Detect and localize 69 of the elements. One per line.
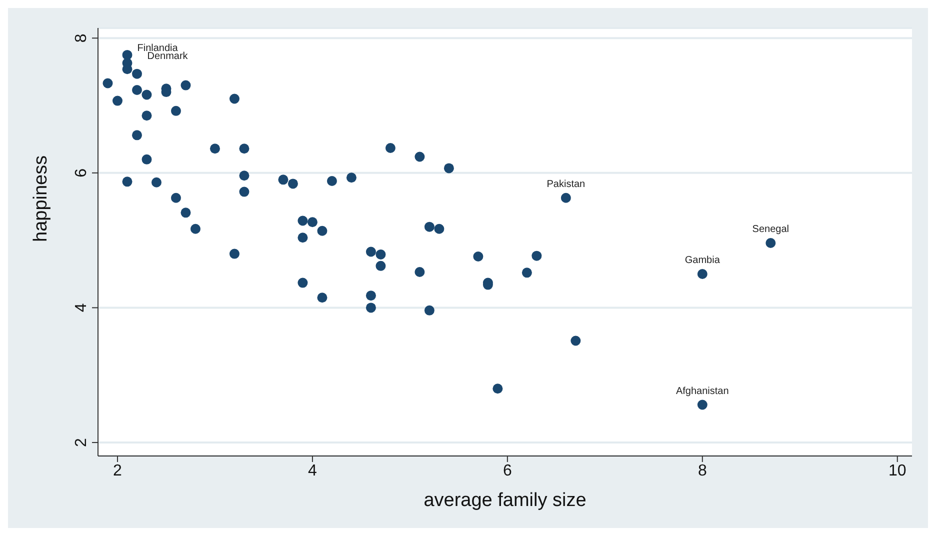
point <box>239 186 250 197</box>
point <box>366 290 376 301</box>
point <box>522 268 532 278</box>
point <box>278 174 288 185</box>
point <box>190 224 200 234</box>
point <box>434 224 444 234</box>
point <box>317 292 328 303</box>
point <box>376 249 386 260</box>
x-tick-label: 8 <box>698 462 707 480</box>
point <box>239 170 250 181</box>
point <box>132 130 142 140</box>
point <box>414 152 425 162</box>
annotation: Gambia <box>684 255 720 266</box>
point <box>366 302 376 313</box>
point <box>697 400 708 410</box>
point <box>288 178 298 189</box>
point <box>298 216 308 226</box>
point <box>560 192 571 203</box>
point <box>142 110 152 121</box>
point <box>492 384 503 394</box>
point <box>298 278 308 288</box>
point <box>180 80 191 90</box>
point <box>317 226 328 236</box>
annotation: Denmark <box>147 51 189 62</box>
y-tick-label: 2 <box>73 438 90 447</box>
annotation: Senegal <box>752 224 789 236</box>
point <box>132 85 142 96</box>
point <box>210 144 220 154</box>
point <box>132 68 142 79</box>
point <box>570 336 581 346</box>
x-tick-label: 10 <box>888 462 906 480</box>
y-tick-label: 6 <box>73 168 90 178</box>
point <box>170 106 181 116</box>
x-axis-title: average family size <box>424 490 586 511</box>
point <box>326 176 337 186</box>
point <box>444 163 454 174</box>
point <box>229 94 240 104</box>
point <box>239 144 250 154</box>
point <box>170 192 181 203</box>
point <box>424 305 434 316</box>
point <box>180 208 191 218</box>
point <box>414 266 425 277</box>
x-tick-label: 2 <box>113 462 122 480</box>
point <box>532 250 542 261</box>
point <box>366 246 376 257</box>
point <box>298 232 308 243</box>
y-axis-title: happiness <box>30 155 52 242</box>
y-tick-label: 8 <box>73 34 90 43</box>
point <box>697 269 708 280</box>
y-tick-label: 4 <box>73 303 90 312</box>
point <box>424 222 434 232</box>
annotation: Afghanistan <box>676 386 729 397</box>
annotation: Pakistan <box>546 178 586 190</box>
x-tick-label: 4 <box>308 462 318 480</box>
point <box>142 154 152 164</box>
point <box>376 260 386 271</box>
point <box>346 172 356 183</box>
point <box>102 78 113 88</box>
point <box>151 177 162 188</box>
point <box>142 90 152 100</box>
point <box>766 238 776 248</box>
point <box>473 251 484 262</box>
point <box>112 96 122 106</box>
point <box>229 248 240 259</box>
point <box>307 217 318 228</box>
x-tick-label: 6 <box>502 462 512 480</box>
point <box>122 64 132 74</box>
point <box>122 176 132 187</box>
point <box>385 142 396 153</box>
